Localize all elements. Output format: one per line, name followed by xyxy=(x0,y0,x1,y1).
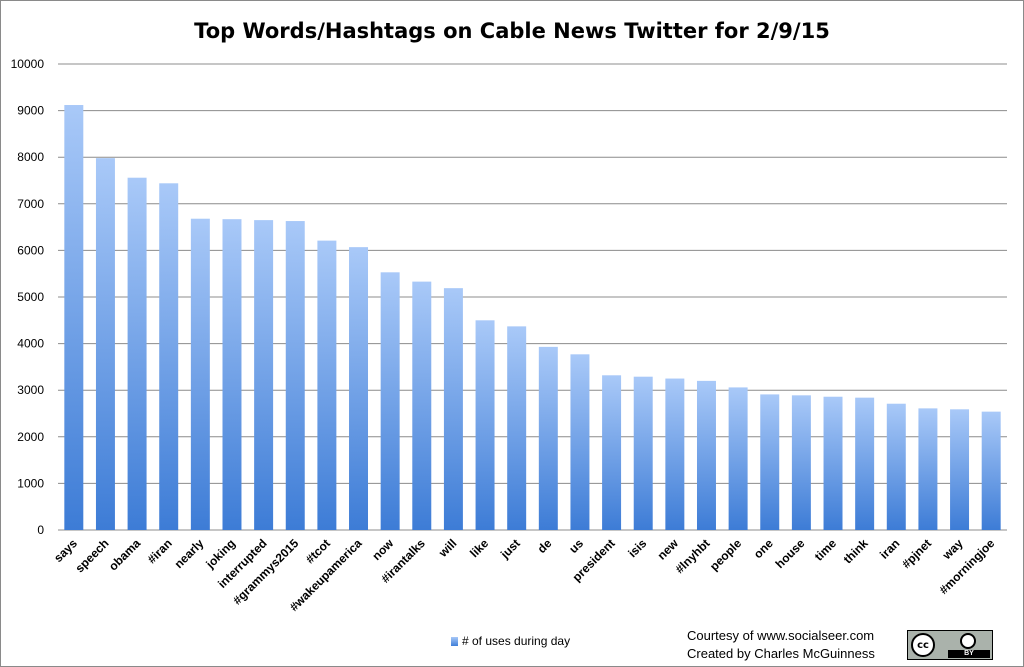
bar-hashtag-lnyhbt xyxy=(696,380,716,530)
bar-house xyxy=(791,395,811,530)
y-tick-label: 0 xyxy=(37,523,44,537)
bar-people xyxy=(728,387,748,530)
x-tick-label: de xyxy=(535,536,555,556)
bar-hashtag-grammys2015 xyxy=(285,221,305,531)
bar-de xyxy=(538,346,558,530)
x-tick-label: time xyxy=(812,536,840,564)
bar-new xyxy=(665,378,685,530)
x-tick-label: isis xyxy=(625,536,649,560)
y-tick-label: 10000 xyxy=(11,57,45,71)
y-tick-label: 6000 xyxy=(17,243,44,257)
bar-like xyxy=(475,320,495,530)
by-bar xyxy=(948,650,990,658)
bar-hashtag-tcot xyxy=(317,240,337,530)
x-tick-label: new xyxy=(655,536,682,563)
credits-line-2: Created by Charles McGuinness xyxy=(687,646,875,661)
bar-hashtag-iran xyxy=(159,183,179,530)
bar-time xyxy=(823,396,843,530)
bar-way xyxy=(950,409,970,530)
x-tick-label: will xyxy=(435,536,459,560)
bar-hashtag-morningjoe xyxy=(981,411,1001,530)
bar-one xyxy=(760,394,780,530)
chart-title: Top Words/Hashtags on Cable News Twitter… xyxy=(194,19,830,43)
bar-will xyxy=(443,288,463,530)
y-tick-label: 9000 xyxy=(17,104,44,118)
y-tick-label: 5000 xyxy=(17,290,44,304)
y-tick-label: 7000 xyxy=(17,197,44,211)
x-tick-label: iran xyxy=(877,536,902,561)
y-tick-label: 4000 xyxy=(17,337,44,351)
bar-speech xyxy=(95,158,115,530)
bar-hashtag-irantalks xyxy=(412,281,432,530)
y-axis-ticks: 0 1000 2000 3000 4000 5000 6000 7000 8000 9000 100… xyxy=(11,57,45,537)
x-tick-label: just xyxy=(497,536,523,562)
legend-swatch xyxy=(451,636,458,646)
x-tick-label: house xyxy=(773,536,808,571)
x-tick-label: #pjnet xyxy=(899,536,934,571)
bar-iran xyxy=(886,403,906,530)
x-tick-label: way xyxy=(939,536,966,563)
x-tick-label: one xyxy=(751,536,776,561)
x-tick-label: #lnyhbt xyxy=(673,536,713,576)
bar-just xyxy=(507,326,527,530)
bar-us xyxy=(570,354,590,530)
bar-obama xyxy=(127,177,147,531)
x-tick-label: obama xyxy=(106,536,143,573)
legend-label: # of uses during day xyxy=(462,634,571,648)
x-tick-label: says xyxy=(51,536,80,565)
by-label: BY xyxy=(964,650,974,657)
x-tick-label: speech xyxy=(72,536,111,575)
x-tick-label: us xyxy=(566,536,586,556)
bar-now xyxy=(380,272,400,530)
bars xyxy=(64,105,1001,531)
credits: Courtesy of www.socialseer.com Created b… xyxy=(687,627,875,663)
x-tick-label: think xyxy=(841,536,871,566)
y-tick-label: 1000 xyxy=(17,476,44,490)
bar-president xyxy=(602,375,622,530)
x-tick-label: #iran xyxy=(145,536,175,566)
y-tick-label: 2000 xyxy=(17,430,44,444)
x-tick-label: nearly xyxy=(172,536,207,571)
bar-think xyxy=(855,397,875,530)
x-tick-label: like xyxy=(467,536,491,560)
bar-nearly xyxy=(190,218,210,530)
y-tick-label: 8000 xyxy=(17,150,44,164)
y-tick-label: 3000 xyxy=(17,383,44,397)
bar-hashtag-pjnet xyxy=(918,408,938,530)
attribution-person-icon xyxy=(960,633,976,649)
gridlines xyxy=(58,63,1007,531)
bar-hashtag-wakeupamerica xyxy=(349,247,369,530)
x-tick-label: people xyxy=(707,536,744,573)
bar-joking xyxy=(222,219,242,531)
credits-line-1: Courtesy of www.socialseer.com xyxy=(687,628,875,643)
bar-isis xyxy=(633,376,653,530)
cc-license-badge: cc BY xyxy=(907,630,993,660)
cc-icon: cc xyxy=(911,633,935,657)
legend: # of uses during day xyxy=(451,634,570,648)
bar-says xyxy=(64,105,84,531)
x-tick-label: now xyxy=(369,536,396,563)
bar-interrupted xyxy=(254,220,274,531)
